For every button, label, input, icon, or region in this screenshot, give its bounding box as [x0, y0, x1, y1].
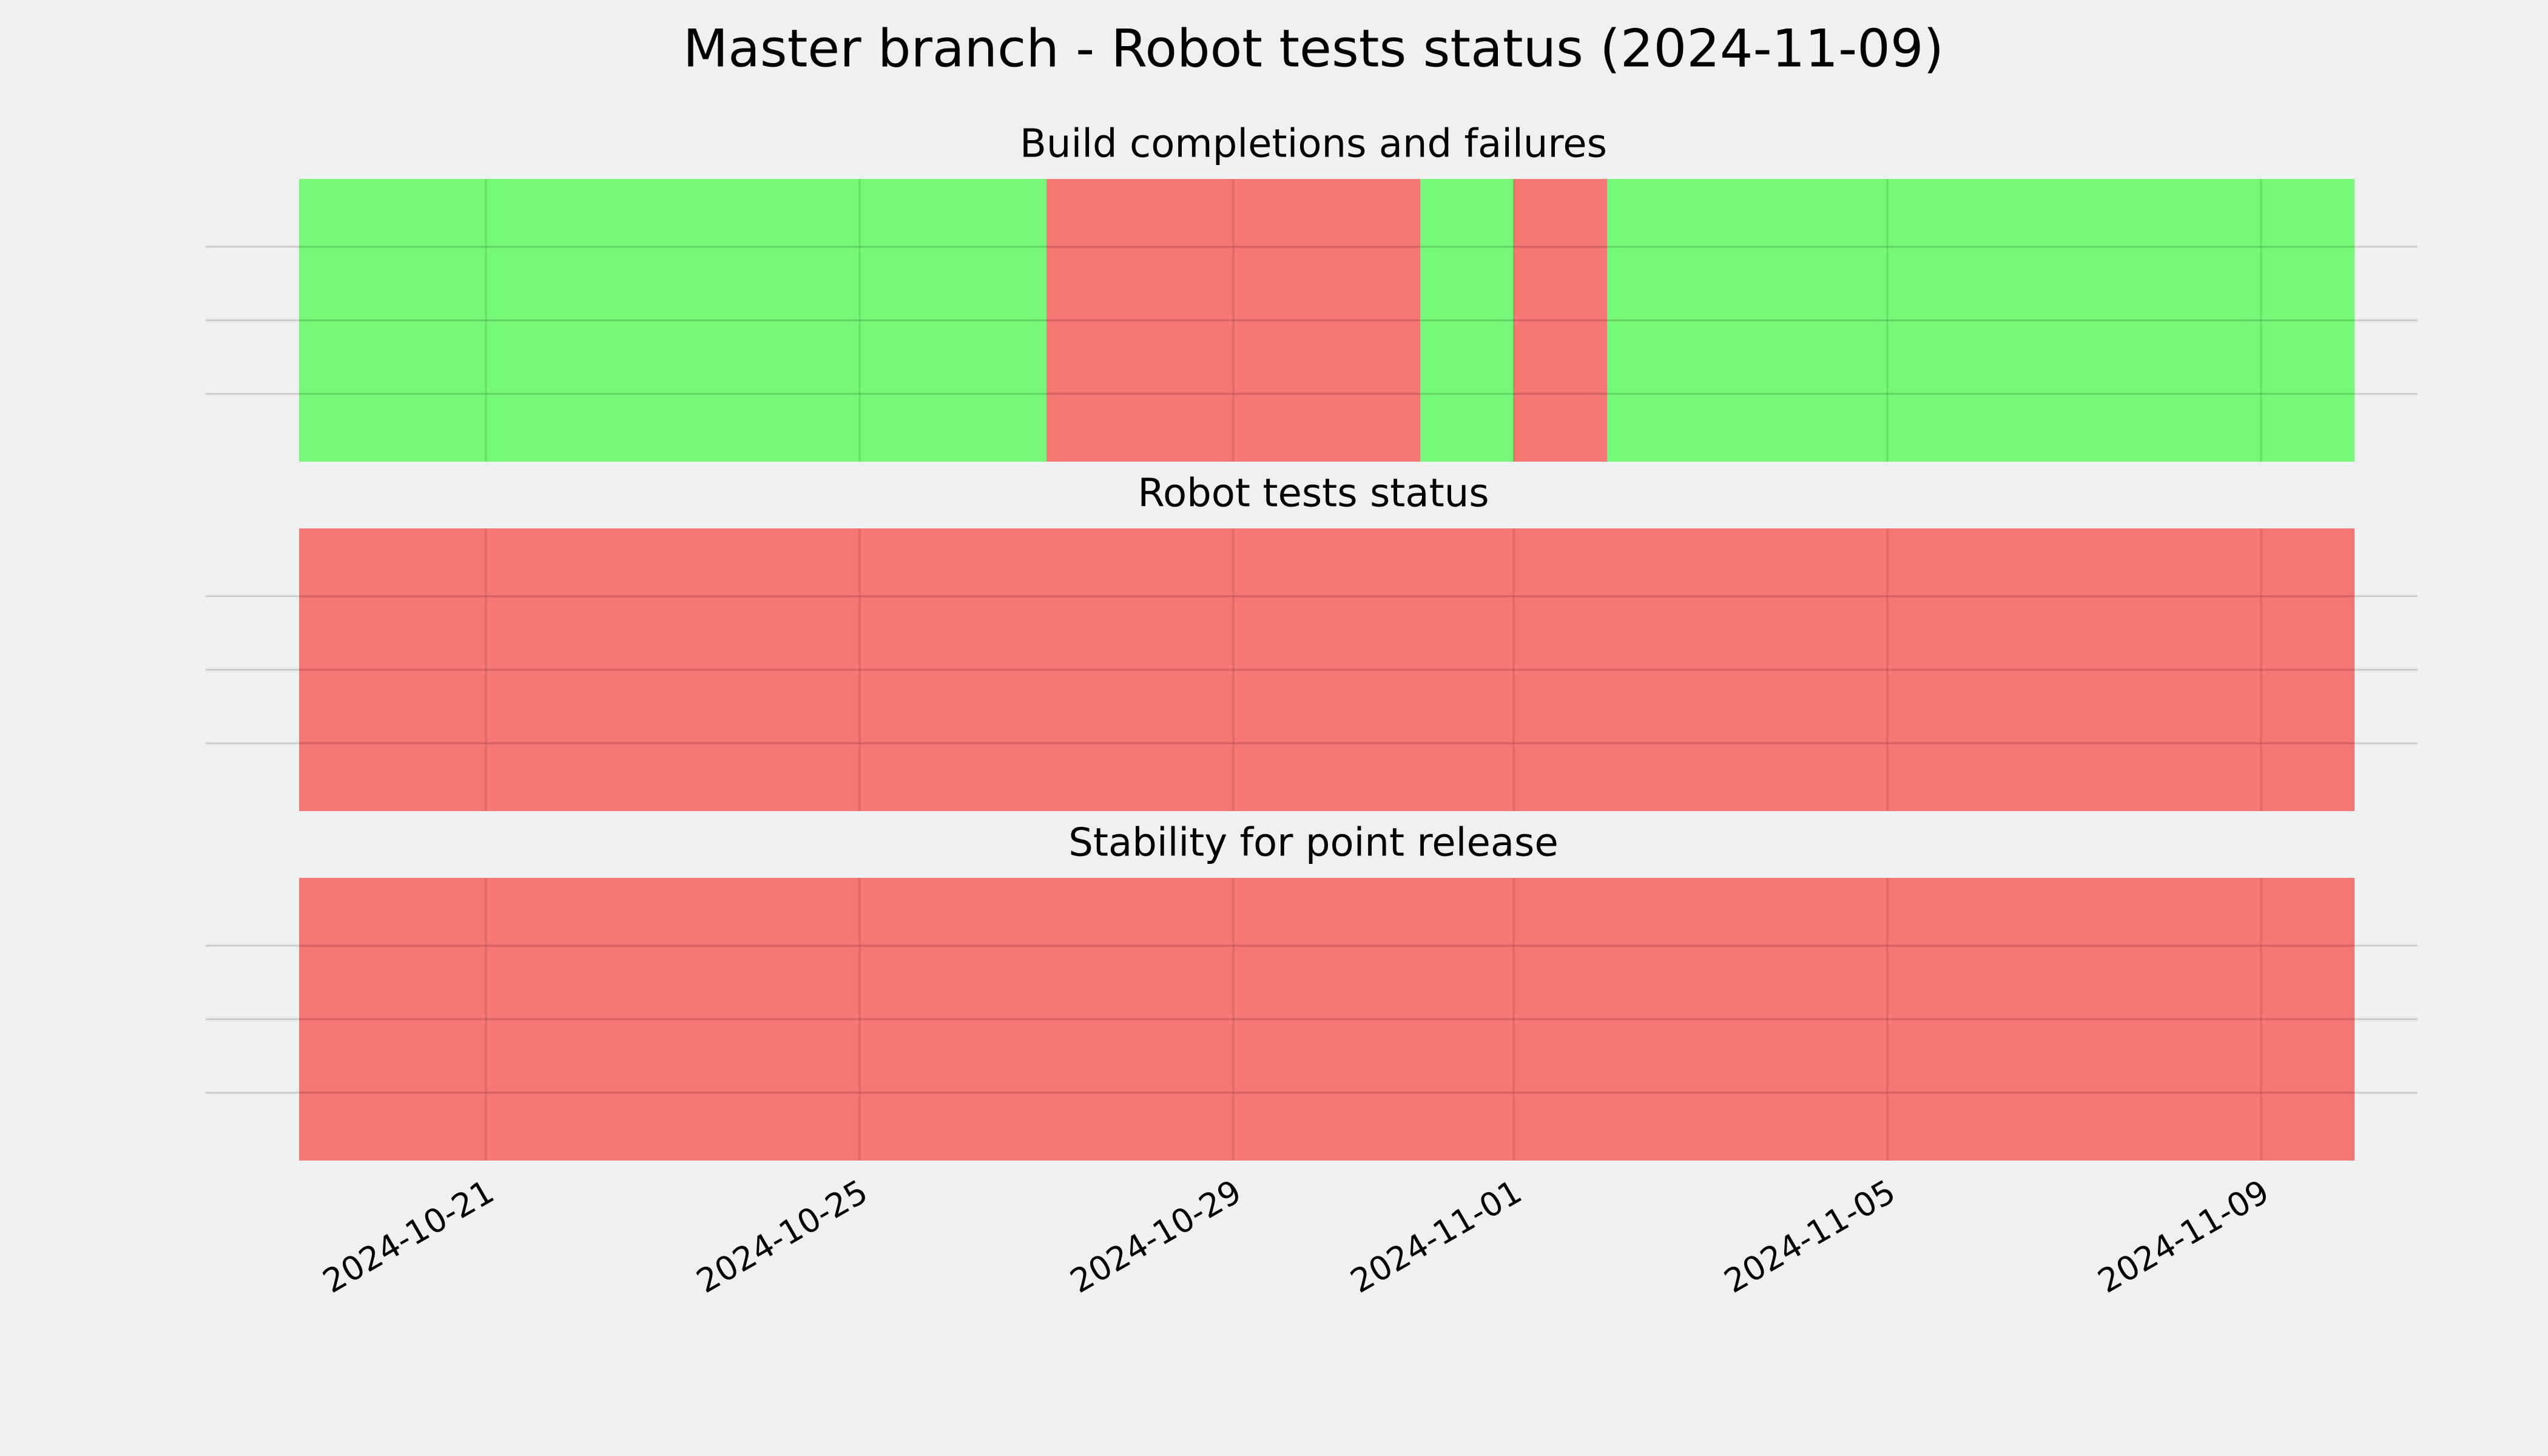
panel-title: Robot tests status	[1138, 471, 1489, 516]
status-segment	[1607, 179, 2354, 462]
status-segment	[1046, 179, 1420, 462]
status-segment	[299, 878, 2354, 1161]
status-segment	[299, 528, 2354, 811]
panel-title: Build completions and failures	[1020, 122, 1607, 167]
status-segment	[299, 179, 1046, 462]
chart-title: Master branch - Robot tests status (2024…	[683, 18, 1944, 79]
status-segment	[1514, 179, 1607, 462]
status-segment	[1420, 179, 1514, 462]
panel-title: Stability for point release	[1068, 821, 1559, 866]
